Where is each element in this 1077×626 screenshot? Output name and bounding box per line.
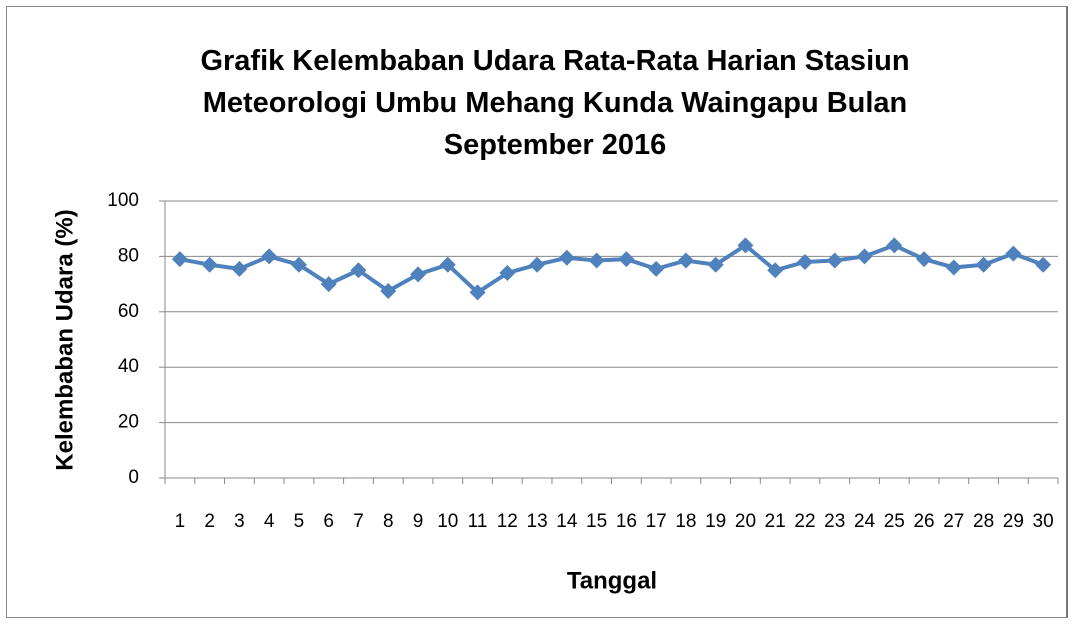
data-point <box>767 262 784 279</box>
data-point <box>856 248 873 265</box>
x-tick-label: 20 <box>735 511 756 532</box>
x-tick-label: 9 <box>413 511 424 532</box>
x-tick-label: 6 <box>323 511 334 532</box>
data-point <box>916 251 933 268</box>
data-point <box>588 252 605 269</box>
data-point <box>350 262 367 279</box>
data-point <box>707 256 724 273</box>
data-point <box>380 283 397 300</box>
data-point <box>499 265 516 282</box>
x-tick-label: 2 <box>204 511 215 532</box>
x-tick-label: 23 <box>824 511 845 532</box>
x-tick-label: 3 <box>234 511 245 532</box>
y-tick-label: 60 <box>118 301 139 322</box>
data-point <box>618 251 635 268</box>
series-line <box>179 243 1044 295</box>
x-tick-label: 19 <box>705 511 726 532</box>
data-point <box>201 256 218 273</box>
data-point <box>261 248 278 265</box>
data-point <box>558 249 575 266</box>
x-tick-label: 21 <box>765 511 786 532</box>
y-tick-label: 100 <box>107 190 139 211</box>
x-tick-label: 22 <box>794 511 815 532</box>
x-tick-label: 25 <box>884 511 905 532</box>
chart-title: Grafik Kelembaban Udara Rata-Rata Harian… <box>200 45 910 161</box>
x-tick-label: 1 <box>175 511 186 532</box>
x-tick-label: 13 <box>527 511 548 532</box>
data-point <box>410 266 427 283</box>
data-point <box>529 256 546 273</box>
data-point <box>796 253 813 270</box>
data-point <box>320 276 337 293</box>
data-point <box>439 256 456 273</box>
data-point <box>171 251 188 268</box>
y-tick-label: 40 <box>118 356 139 377</box>
x-tick-label: 12 <box>497 511 518 532</box>
x-tick-label: 18 <box>675 511 696 532</box>
data-point <box>945 259 962 276</box>
data-point <box>648 260 665 277</box>
data-point <box>1005 245 1022 262</box>
x-tick-label: 17 <box>646 511 667 532</box>
x-tick-label: 27 <box>943 511 964 532</box>
x-tick-label: 8 <box>383 511 394 532</box>
x-tick-label: 30 <box>1033 511 1054 532</box>
x-tick-label: 28 <box>973 511 994 532</box>
x-tick-label: 5 <box>294 511 305 532</box>
data-point <box>826 252 843 269</box>
data-point <box>469 284 486 301</box>
x-tick-label: 16 <box>616 511 637 532</box>
y-axis-title: Kelembaban Udara (%) <box>51 209 78 470</box>
x-axis-title: Tanggal <box>567 567 657 594</box>
y-tick-label: 20 <box>118 412 139 433</box>
data-point <box>677 252 694 269</box>
x-tick-label: 10 <box>437 511 458 532</box>
data-point <box>886 237 903 254</box>
data-point <box>231 260 248 277</box>
chart-frame <box>6 6 1068 618</box>
x-tick-label: 15 <box>586 511 607 532</box>
y-tick-label: 0 <box>128 467 139 488</box>
data-point <box>737 237 754 254</box>
x-tick-label: 29 <box>1003 511 1024 532</box>
data-point <box>1035 256 1052 273</box>
x-tick-label: 4 <box>264 511 275 532</box>
data-point <box>975 256 992 273</box>
x-tick-label: 24 <box>854 511 876 532</box>
data-point <box>290 256 307 273</box>
x-tick-label: 14 <box>556 511 578 532</box>
x-tick-label: 26 <box>913 511 934 532</box>
x-tick-label: 11 <box>468 511 488 532</box>
x-tick-label: 7 <box>353 511 364 532</box>
y-tick-label: 80 <box>118 245 139 266</box>
